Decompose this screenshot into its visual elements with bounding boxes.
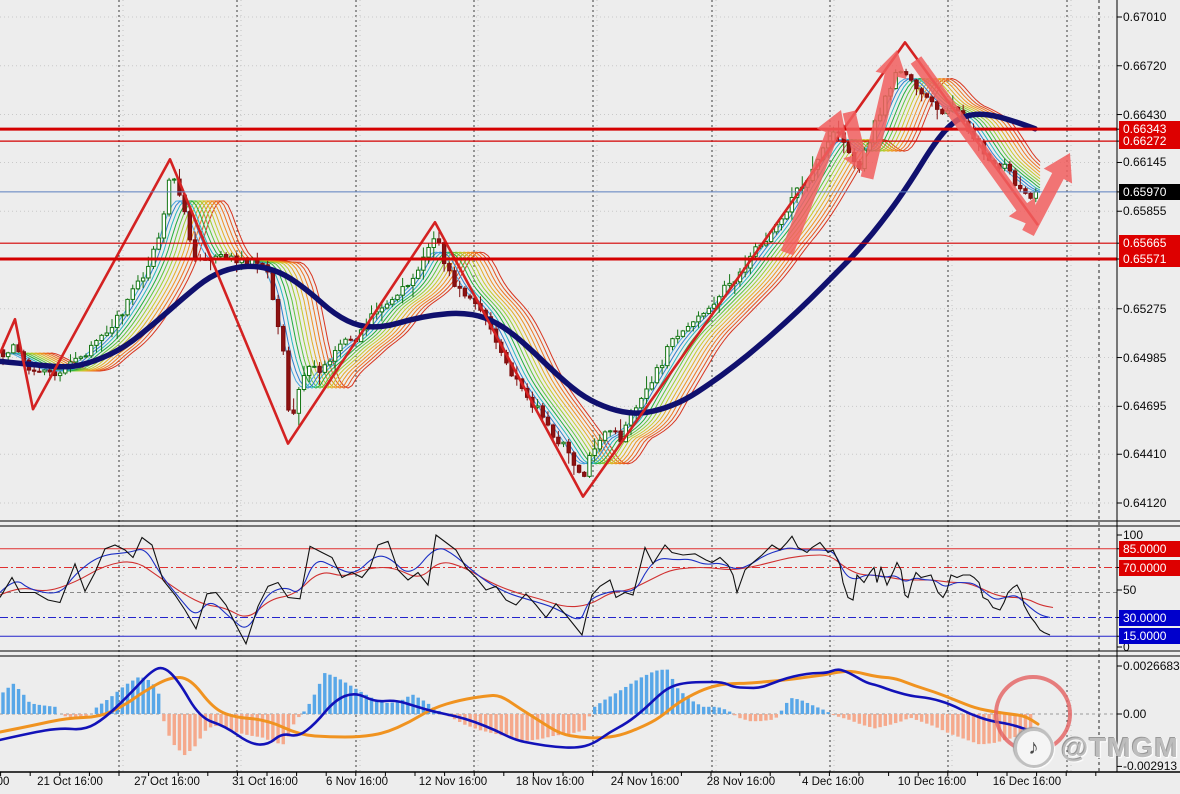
macd-tick-label: -0.002913 bbox=[1123, 759, 1178, 774]
price-level-badge[interactable]: 0.65970 bbox=[1119, 183, 1180, 200]
macd-tick-label: 0.00 bbox=[1123, 707, 1147, 721]
macd-tick-label: 0.0026683 bbox=[1123, 659, 1180, 673]
price-tick-label: 0.64985 bbox=[1123, 350, 1167, 365]
time-label: 10 Dec 16:00 bbox=[897, 776, 967, 788]
time-label: 21 Oct 16:00 bbox=[37, 776, 103, 788]
arrow-annotation bbox=[910, 56, 1037, 229]
oscillator-mid-blue bbox=[0, 547, 1051, 628]
time-label: 31 Oct 16:00 bbox=[232, 776, 298, 788]
time-label: 18 Nov 16:00 bbox=[515, 776, 585, 788]
price-tick-label: 0.66430 bbox=[1123, 107, 1167, 122]
watermark: ♪ @TMGM bbox=[1014, 728, 1179, 768]
price-level-badge[interactable]: 0.66272 bbox=[1119, 133, 1180, 150]
grid bbox=[0, 0, 1117, 772]
panel-borders bbox=[0, 0, 1180, 776]
price-tick-label: 0.66720 bbox=[1123, 58, 1167, 73]
oscillator-level-badge[interactable]: 15.0000 bbox=[1119, 628, 1180, 645]
oscillator-level-badge[interactable]: 70.0000 bbox=[1119, 559, 1180, 576]
time-label: 4 Dec 16:00 bbox=[801, 776, 865, 788]
macd-panel[interactable] bbox=[0, 666, 1117, 756]
oscillator-slow-red bbox=[0, 554, 1054, 617]
macd-orange-line bbox=[0, 669, 1040, 740]
oscillator-tick-label: 0 bbox=[1123, 640, 1130, 654]
oscillator-tick-label: 50 bbox=[1123, 583, 1137, 597]
macd-blue-line bbox=[0, 666, 1040, 749]
time-label: 12 Nov 16:00 bbox=[418, 776, 488, 788]
oscillator-level-badge[interactable]: 85.0000 bbox=[1119, 540, 1180, 557]
price-level-badge[interactable]: 0.65571 bbox=[1119, 250, 1180, 267]
price-tick-label: 0.67010 bbox=[1123, 10, 1167, 24]
time-label: 27 Oct 16:00 bbox=[134, 776, 200, 788]
slow-ma-line bbox=[0, 111, 1038, 416]
watermark-handle: @TMGM bbox=[1061, 732, 1179, 763]
price-tick-label: 0.64120 bbox=[1123, 496, 1167, 510]
support-resistance-lines[interactable] bbox=[0, 127, 1117, 261]
price-tick-label: 0.65855 bbox=[1123, 204, 1167, 219]
oscillator-tick-label: 100 bbox=[1123, 528, 1144, 542]
time-label: 00 bbox=[0, 776, 10, 788]
arrow-annotation bbox=[860, 50, 907, 180]
price-tick-label: 0.65275 bbox=[1123, 301, 1167, 316]
trend-arrows[interactable] bbox=[780, 50, 1073, 256]
oscillator-panel[interactable] bbox=[0, 534, 1117, 646]
arrow-annotation bbox=[1022, 153, 1073, 236]
price-level-badge[interactable]: 0.65665 bbox=[1119, 235, 1180, 252]
time-label: 24 Nov 16:00 bbox=[610, 776, 680, 788]
time-label: 16 Dec 16:00 bbox=[992, 776, 1062, 788]
time-label: 28 Nov 16:00 bbox=[706, 776, 776, 788]
price-tick-label: 0.64695 bbox=[1123, 399, 1167, 414]
zigzag-line bbox=[0, 41, 1040, 498]
arrow-annotation bbox=[780, 110, 847, 256]
brand-logo-icon: ♪ bbox=[1014, 728, 1054, 768]
oscillator-fast-black bbox=[0, 534, 1051, 646]
price-tick-label: 0.64410 bbox=[1123, 447, 1167, 462]
price-tick-label: 0.66145 bbox=[1123, 155, 1167, 170]
time-label: 6 Nov 16:00 bbox=[325, 776, 389, 788]
oscillator-level-badge[interactable]: 30.0000 bbox=[1119, 609, 1180, 626]
